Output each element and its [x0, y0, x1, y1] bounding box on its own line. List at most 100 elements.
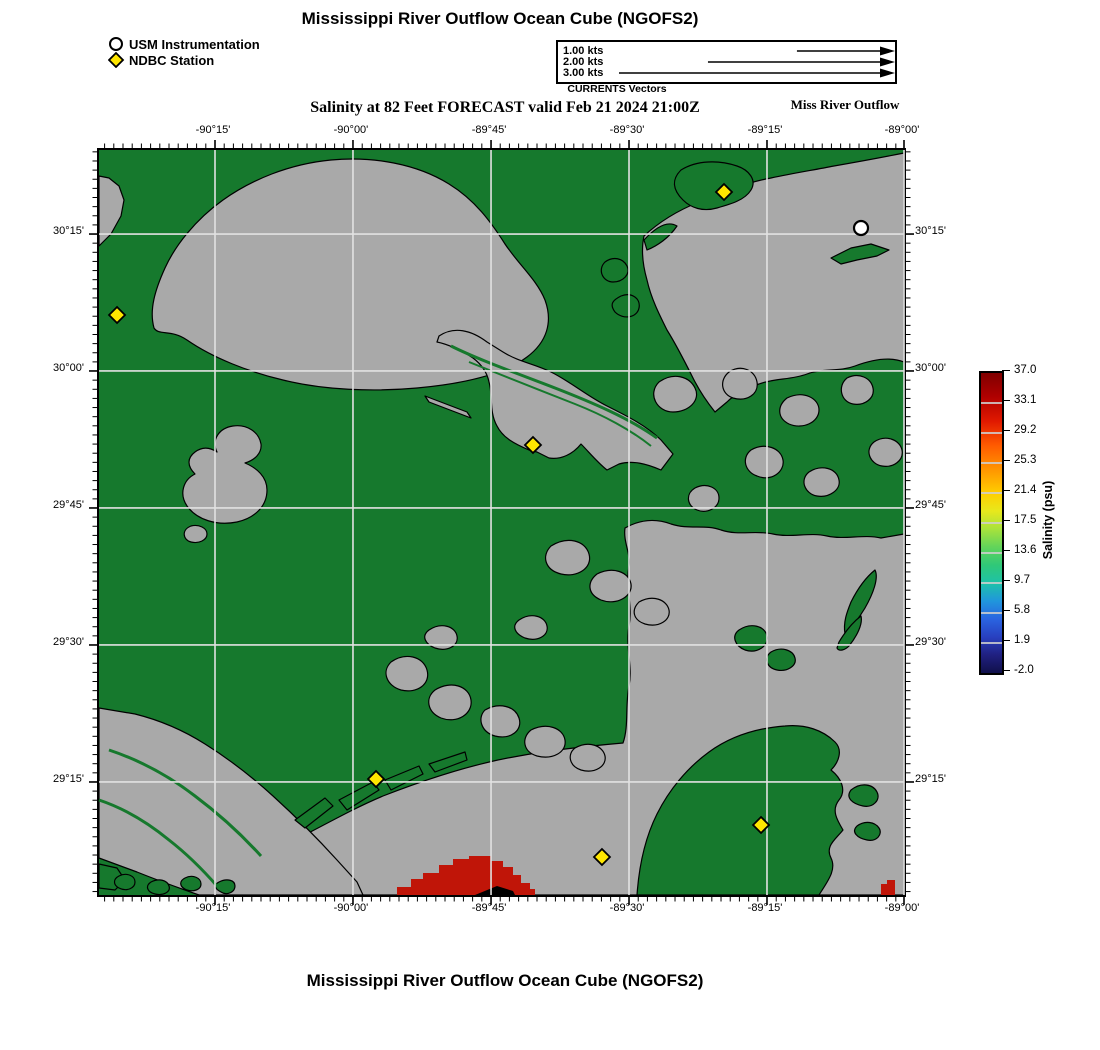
colorbar-tick-2	[1002, 430, 1010, 431]
land-island-f	[803, 467, 840, 497]
land-island-c	[779, 394, 820, 427]
currents-caption: CURRENTS Vectors	[567, 83, 667, 95]
water-marsh-bottomright	[636, 725, 844, 896]
colorbar-tick-label-10: -2.0	[1014, 664, 1034, 676]
colorbar-tick-label-8: 5.8	[1014, 604, 1030, 616]
x-axis-label-bottom-3: -89°30'	[609, 902, 645, 914]
currents-arrowhead-0	[880, 46, 895, 56]
colorbar-tick-label-3: 25.3	[1014, 454, 1037, 466]
colorbar-tick-9	[1002, 640, 1010, 641]
water-islet-2	[146, 879, 170, 896]
footer-title: Mississippi River Outflow Ocean Cube (NG…	[306, 971, 704, 990]
marsh-speckle-2	[428, 684, 472, 721]
high-salinity-patch	[397, 856, 535, 895]
forecast-subtitle: Salinity at 82 Feet FORECAST valid Feb 2…	[310, 99, 700, 116]
ndbc-station-marker-3	[366, 769, 386, 789]
x-axis-label-top-0: -90°15'	[195, 124, 231, 136]
legend-item-ndbc: NDBC Station	[108, 52, 260, 68]
y-axis-label-right-1: 30°00'	[915, 361, 946, 374]
diamond-marker-icon	[108, 52, 125, 68]
colorbar-crossline-9	[981, 642, 1002, 644]
water-bit-1	[600, 257, 629, 283]
y-axis-label-right-4: 29°15'	[915, 772, 946, 785]
ndbc-station-marker-1	[714, 182, 734, 202]
colorbar-tick-label-7: 9.7	[1014, 574, 1030, 586]
ndbc-station-marker-4	[592, 847, 612, 867]
colorbar-tick-7	[1002, 580, 1010, 581]
marker-legend: USM Instrumentation NDBC Station	[108, 36, 260, 68]
water-islet-1	[113, 873, 136, 891]
colorbar-crossline-3	[981, 462, 1002, 464]
ndbc-station-marker-5	[751, 815, 771, 835]
y-axis-label-right-0: 30°15'	[915, 225, 946, 238]
colorbar-crossline-7	[981, 582, 1002, 584]
water-barrier-sliver-2	[338, 781, 380, 811]
delta-beak	[475, 886, 515, 895]
x-axis-label-top-2: -89°45'	[471, 124, 507, 136]
water-island-2	[766, 648, 796, 671]
land-left-edge-strip	[98, 175, 125, 247]
marsh-speckle-4	[524, 725, 566, 758]
y-axis-label-left-1: 30°00'	[53, 361, 84, 374]
colorbar-crossline-1	[981, 402, 1002, 404]
water-sliver-below-circle	[830, 243, 890, 265]
y-axis-label-left-3: 29°30'	[53, 635, 84, 648]
marsh-speckle-8	[633, 597, 670, 626]
colorbar-tick-label-9: 1.9	[1014, 634, 1030, 646]
channel-layer	[98, 344, 658, 887]
water-bay-inlet	[673, 161, 754, 211]
ndbc-station-marker-2	[523, 435, 543, 455]
currents-arrowhead-1	[880, 57, 895, 67]
colorbar-crossline-6	[981, 552, 1002, 554]
colorbar-tick-label-5: 17.5	[1014, 514, 1037, 526]
water-chandeleur-sliver-2	[836, 615, 862, 651]
currents-arrowhead-2	[880, 68, 895, 78]
water-coast-notch	[643, 223, 678, 251]
usm-instrumentation-marker-0	[852, 219, 870, 237]
high-salinity-dot-corner	[881, 880, 895, 895]
legend-label-usm: USM Instrumentation	[129, 36, 260, 52]
marsh-speckle-10	[424, 625, 458, 650]
land-island-e	[744, 445, 784, 479]
water-barrier-sliver-3	[384, 765, 424, 791]
x-axis-label-top-4: -89°15'	[747, 124, 783, 136]
land-topright-coast	[641, 152, 905, 413]
y-axis-label-left-0: 30°15'	[53, 225, 84, 238]
channel-marsh-1	[108, 748, 263, 858]
colorbar-title: Salinity (psu)	[1041, 480, 1055, 560]
region-annotation: Miss River Outflow	[790, 97, 900, 112]
colorbar-tick-6	[1002, 550, 1010, 551]
x-axis-label-top-3: -89°30'	[609, 124, 645, 136]
water-chandeleur-sliver-1	[843, 569, 877, 635]
colorbar-tick-label-6: 13.6	[1014, 544, 1037, 556]
colorbar-tick-10	[1002, 670, 1010, 671]
gridlines	[99, 150, 905, 895]
land-island-a	[653, 375, 698, 413]
currents-row-3-label: 3.00 kts	[563, 67, 604, 79]
land-island-g	[868, 437, 903, 467]
land-thin-stick	[424, 395, 472, 419]
x-axis-label-bottom-4: -89°15'	[747, 902, 783, 914]
colorbar-crossline-2	[981, 432, 1002, 434]
marsh-speckle-5	[569, 743, 606, 772]
map-plot-area	[89, 140, 914, 905]
y-axis-label-left-2: 29°45'	[53, 498, 84, 511]
circle-marker-icon	[109, 37, 123, 51]
water-marsh-spur-1	[848, 784, 879, 807]
channel-marsh-2	[98, 798, 219, 887]
colorbar-tick-label-2: 29.2	[1014, 424, 1037, 436]
marsh-speckle-1	[385, 655, 429, 692]
land-island-h	[687, 485, 720, 512]
currents-arrows	[618, 46, 895, 78]
land-island-d	[840, 375, 874, 405]
y-axis-label-right-2: 29°45'	[915, 498, 946, 511]
land-twolobe-island	[182, 425, 268, 524]
colorbar-crossline-5	[981, 522, 1002, 524]
salinity-map	[89, 140, 914, 905]
x-axis-label-bottom-0: -90°15'	[195, 902, 231, 914]
land-islet-tail	[183, 524, 208, 544]
colorbar-tick-8	[1002, 610, 1010, 611]
axis-ticks	[89, 140, 914, 905]
colorbar-tick-1	[1002, 400, 1010, 401]
